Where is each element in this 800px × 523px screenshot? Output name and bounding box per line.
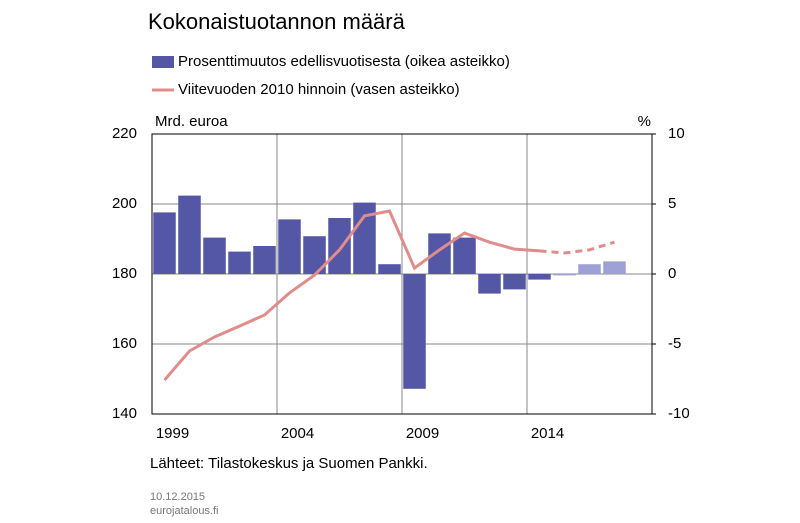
legend-label: Prosenttimuutos edellisvuotisesta (oikea… bbox=[178, 53, 510, 70]
line-forecast bbox=[539, 240, 615, 255]
bar bbox=[178, 195, 201, 274]
x-tick-label: 2014 bbox=[531, 425, 564, 442]
plot-frame bbox=[151, 133, 653, 415]
y-axis-label: Mrd. euroa bbox=[155, 113, 228, 130]
legend-swatch bbox=[152, 56, 174, 68]
bar bbox=[478, 274, 501, 294]
bar bbox=[353, 202, 376, 274]
y-tick-label: 220 bbox=[112, 125, 137, 142]
y2-tick-label: -10 bbox=[668, 405, 690, 422]
y2-tick-label: 10 bbox=[668, 125, 685, 142]
y2-tick-label: -5 bbox=[668, 335, 681, 352]
y-tick-label: 200 bbox=[112, 195, 137, 212]
date: 10.12.2015 bbox=[150, 491, 205, 503]
source: Lähteet: Tilastokeskus ja Suomen Pankki. bbox=[150, 455, 428, 472]
bar bbox=[503, 274, 526, 290]
bar bbox=[303, 236, 326, 274]
bar bbox=[153, 212, 176, 274]
y-tick-label: 180 bbox=[112, 265, 137, 282]
y-tick-label: 140 bbox=[112, 405, 137, 422]
legend-label: Viitevuoden 2010 hinnoin (vasen asteikko… bbox=[178, 81, 460, 98]
bar bbox=[253, 246, 276, 274]
y2-axis-label: % bbox=[638, 113, 651, 130]
bar bbox=[578, 264, 601, 274]
line bbox=[163, 209, 540, 382]
site: eurojatalous.fi bbox=[150, 505, 219, 517]
bar bbox=[328, 218, 351, 274]
y-tick-label: 160 bbox=[112, 335, 137, 352]
bar bbox=[403, 274, 426, 389]
bar bbox=[378, 264, 401, 274]
x-tick-label: 2004 bbox=[281, 425, 314, 442]
x-tick-label: 2009 bbox=[406, 425, 439, 442]
bar bbox=[278, 219, 301, 274]
bar bbox=[228, 251, 251, 274]
bar bbox=[603, 261, 626, 274]
bar bbox=[553, 274, 576, 276]
bar bbox=[203, 237, 226, 274]
chart-title: Kokonaistuotannon määrä bbox=[148, 9, 406, 34]
y2-tick-label: 5 bbox=[668, 195, 676, 212]
bar bbox=[453, 237, 476, 274]
bar bbox=[428, 233, 451, 274]
x-tick-label: 1999 bbox=[156, 425, 189, 442]
y2-tick-label: 0 bbox=[668, 265, 676, 282]
bar bbox=[528, 274, 551, 280]
